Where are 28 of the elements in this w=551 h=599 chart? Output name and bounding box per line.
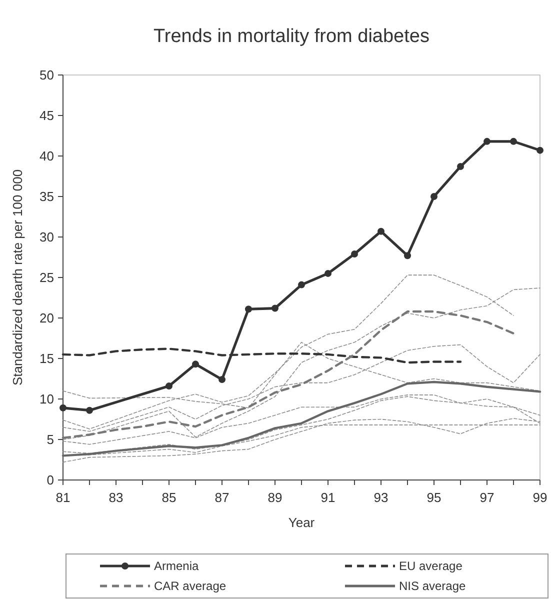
x-tick-label: 89 (268, 490, 282, 505)
y-tick-label: 35 (40, 189, 54, 204)
y-tick-label: 30 (40, 230, 54, 245)
x-tick-label: 85 (162, 490, 176, 505)
x-tick-label: 91 (320, 490, 336, 505)
y-tick-label: 15 (40, 351, 54, 366)
legend-label: Armenia (154, 559, 200, 574)
x-tick-label: 93 (374, 490, 388, 505)
x-tick-label: 99 (532, 490, 548, 505)
legend-label: EU average (399, 559, 463, 574)
y-tick-label: 50 (40, 68, 54, 83)
y-tick-label: 0 (46, 472, 54, 488)
y-axis-title: Standardized dearth rate per 100 000 (10, 169, 25, 386)
x-tick-label: 87 (214, 490, 230, 505)
y-tick-label: 25 (40, 270, 54, 286)
x-tick-label: 81 (56, 490, 70, 505)
legend-label: CAR average (154, 579, 226, 594)
y-tick-label: 40 (40, 148, 54, 164)
y-tick-label: 20 (40, 310, 54, 326)
chart-title: Trends in mortality from diabetes (154, 26, 430, 47)
x-tick-label: 97 (480, 490, 494, 505)
x-tick-label: 95 (426, 490, 442, 505)
y-tick-label: 45 (40, 108, 54, 124)
x-axis-title: Year (288, 515, 316, 530)
legend-label: NIS average (399, 579, 466, 594)
y-tick-label: 5 (46, 432, 54, 448)
x-tick-label: 83 (108, 490, 124, 505)
y-tick-label: 10 (40, 392, 54, 407)
